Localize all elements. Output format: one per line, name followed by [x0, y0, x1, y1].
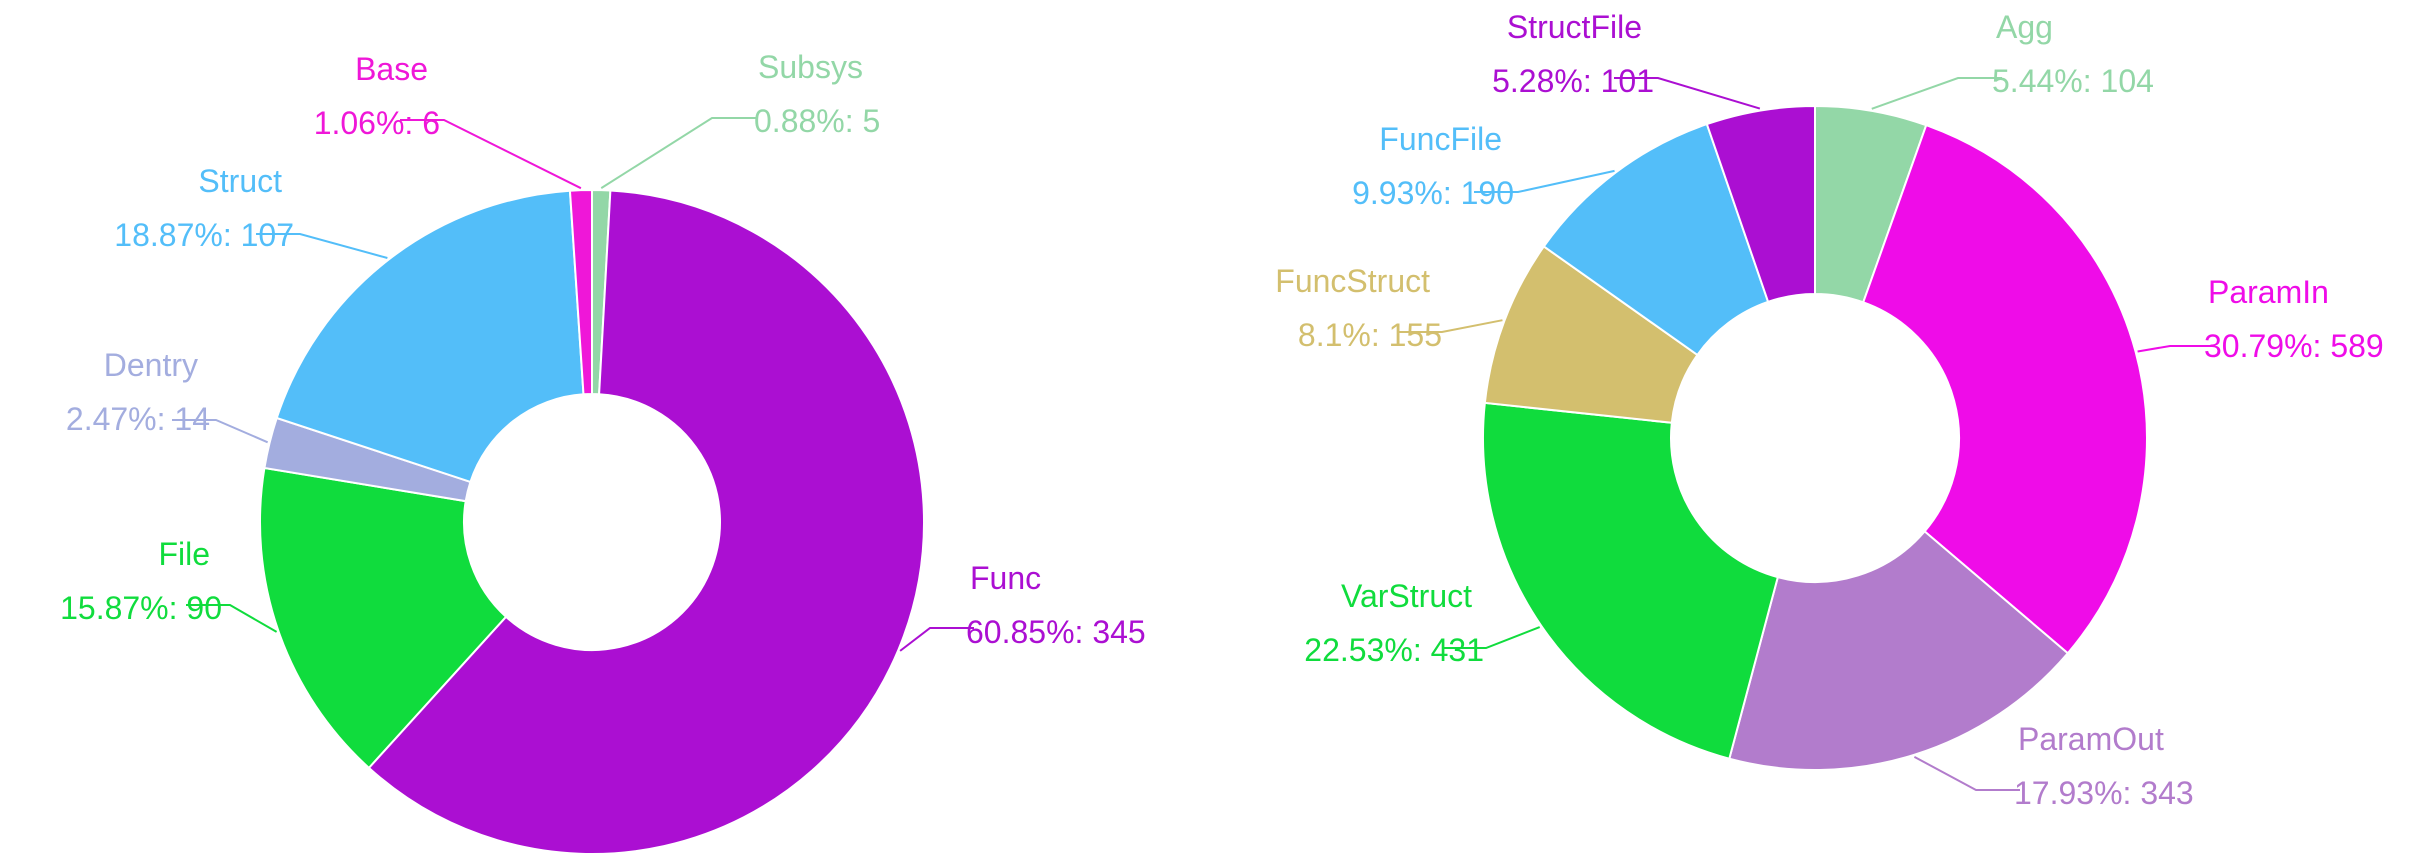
slice-func[interactable]: [367, 189, 925, 855]
slice-structfile[interactable]: [1705, 104, 1816, 304]
slice-value-label-funcfile: 9.93%: 190: [1352, 175, 1514, 211]
slice-value-label-varstruct: 22.53%: 431: [1304, 632, 1484, 668]
slice-funcfile[interactable]: [1542, 122, 1770, 357]
slice-name-label-subsys: Subsys: [758, 49, 863, 85]
slice-name-label-paramin: ParamIn: [2208, 274, 2329, 310]
slice-value-label-struct: 18.87%: 107: [114, 217, 294, 253]
slice-name-label-dentry: Dentry: [104, 347, 198, 383]
leader-line-paramin: [2137, 345, 2214, 353]
leader-line-file: [186, 604, 278, 633]
slice-struct[interactable]: [275, 189, 585, 484]
leader-line-base: [400, 119, 582, 190]
slice-base[interactable]: [568, 188, 593, 396]
slice-varstruct[interactable]: [1482, 401, 1780, 760]
left-donut-chart: Subsys 0.88%: 5 Func 60.85%: 345 File 15.87%:…: [60, 49, 1146, 855]
slice-name-label-structfile: StructFile: [1507, 9, 1642, 45]
slice-name-label-funcstruct: FuncStruct: [1275, 263, 1430, 299]
slice-name-label-varstruct: VarStruct: [1341, 578, 1472, 614]
slice-value-label-base: 1.06%: 6: [314, 105, 440, 141]
slice-value-label-paramout: 17.93%: 343: [2014, 775, 2194, 811]
leader-line-varstruct: [1442, 626, 1541, 649]
leader-line-structfile: [1614, 77, 1761, 110]
slice-name-label-func: Func: [970, 560, 1041, 596]
slice-value-label-agg: 5.44%: 104: [1992, 63, 2154, 99]
slice-value-label-dentry: 2.47%: 14: [66, 401, 210, 437]
slice-value-label-structfile: 5.28%: 101: [1492, 63, 1654, 99]
leader-line-funcstruct: [1398, 319, 1503, 333]
slice-file[interactable]: [259, 466, 508, 770]
slice-value-label-subsys: 0.88%: 5: [754, 103, 880, 139]
slice-name-label-agg: Agg: [1996, 9, 2053, 45]
slice-paramin[interactable]: [1861, 123, 2148, 655]
slice-name-label-struct: Struct: [198, 163, 282, 199]
slice-name-label-file: File: [158, 536, 210, 572]
slice-paramout[interactable]: [1728, 529, 2070, 771]
right-donut-chart: Agg 5.44%: 104 ParamIn 30.79%: 589 ParamOut 1…: [1275, 9, 2383, 811]
leader-line-dentry: [172, 419, 269, 444]
leader-line-subsys: [600, 117, 756, 189]
leader-line-funcfile: [1474, 169, 1615, 193]
slice-value-label-file: 15.87%: 90: [60, 590, 222, 626]
leader-line-struct: [256, 233, 388, 259]
slice-name-label-funcfile: FuncFile: [1379, 121, 1502, 157]
leader-line-agg: [1871, 77, 2002, 110]
leader-line-paramout: [1913, 755, 2020, 791]
slice-name-label-paramout: ParamOut: [2018, 721, 2164, 757]
slice-value-label-paramin: 30.79%: 589: [2204, 328, 2384, 364]
leader-line-func: [899, 627, 974, 652]
slice-name-label-base: Base: [355, 51, 428, 87]
slice-value-label-func: 60.85%: 345: [966, 614, 1146, 650]
slice-value-label-funcstruct: 8.1%: 155: [1298, 317, 1442, 353]
